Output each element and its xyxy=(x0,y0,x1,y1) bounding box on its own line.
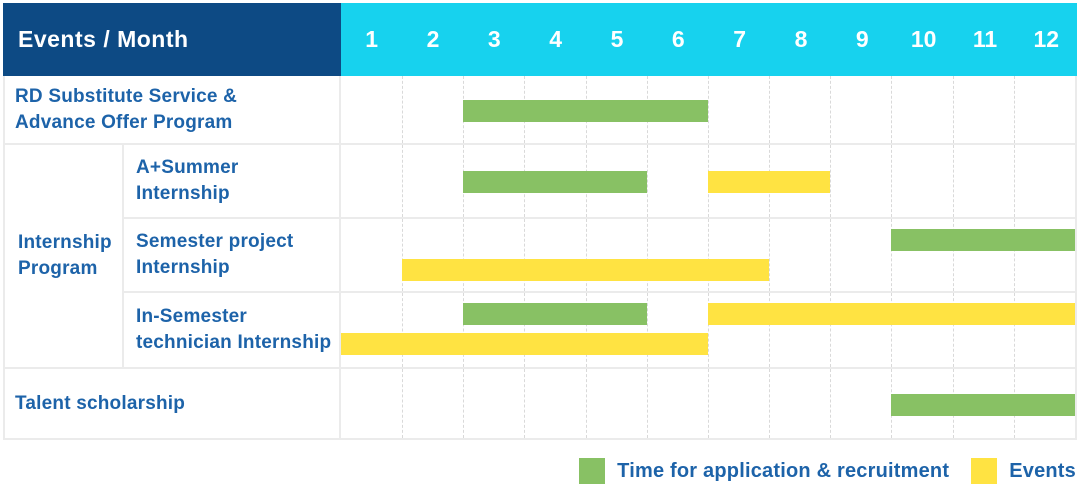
month-gridline xyxy=(646,145,648,217)
chart-row xyxy=(341,145,1077,219)
row-label-line: RD Substitute Service & xyxy=(15,85,238,107)
row-label: RD Substitute Service & Advance Offer Pro… xyxy=(3,76,341,145)
month-gridline xyxy=(524,369,526,438)
month-gridline xyxy=(646,293,648,367)
gantt-bar-green-m3-m6 xyxy=(463,99,708,122)
month-header-1: 1 xyxy=(341,3,403,76)
month-gridline xyxy=(769,369,771,438)
legend: Time for application & recruitment Events xyxy=(579,458,1076,484)
month-header-11: 11 xyxy=(954,3,1016,76)
month-gridline xyxy=(524,219,526,291)
month-gridline xyxy=(952,76,954,143)
month-gridline xyxy=(769,76,771,143)
month-gridline xyxy=(585,369,587,438)
gantt-bar-green-m3-m5 xyxy=(463,171,647,193)
month-gridline xyxy=(952,293,954,367)
month-gridline xyxy=(707,76,709,143)
month-gridline xyxy=(830,293,832,367)
month-gridline xyxy=(402,145,404,217)
gantt-bar-yellow-m1-m6 xyxy=(341,333,708,355)
month-gridline xyxy=(402,293,404,367)
month-gridline xyxy=(891,293,893,367)
month-header-4: 4 xyxy=(524,3,587,76)
month-header-10: 10 xyxy=(892,3,955,76)
row-label: Talent scholarship xyxy=(3,369,341,440)
row-label: In-Semester technician Internship xyxy=(124,293,341,369)
gantt-bar-yellow-m2-m7 xyxy=(402,259,770,281)
row-label: Semester project Internship xyxy=(124,219,341,293)
month-gridline xyxy=(402,369,404,438)
month-gridline xyxy=(524,293,526,367)
month-gridline xyxy=(402,76,404,143)
legend-swatch-green xyxy=(579,458,606,484)
month-gridline xyxy=(769,293,771,367)
month-gridline xyxy=(1013,76,1015,143)
row-label-line: technician Internship xyxy=(136,332,332,353)
month-gridline xyxy=(646,369,648,438)
row-label-line: Talent scholarship xyxy=(15,392,186,414)
legend-item-green: Time for application & recruitment xyxy=(579,458,949,484)
row-label-line: Internship xyxy=(136,257,230,278)
month-gridline xyxy=(830,219,832,291)
gantt-bar-green-m3-m5 xyxy=(463,303,647,325)
month-gridline xyxy=(769,219,771,291)
gantt-bar-yellow-m7-m12 xyxy=(707,303,1075,325)
legend-item-yellow: Events xyxy=(971,458,1076,484)
month-gridline xyxy=(463,369,465,438)
month-gridline xyxy=(891,219,893,291)
gantt-bar-green-m10-m12 xyxy=(891,393,1075,416)
month-gridline xyxy=(463,293,465,367)
row-label-line: In-Semester xyxy=(136,306,247,327)
month-gridline xyxy=(1013,293,1015,367)
month-gridline xyxy=(830,145,832,217)
row-label: A+Summer Internship xyxy=(124,145,341,219)
month-header-8: 8 xyxy=(770,3,832,76)
row-label-line: Semester project xyxy=(136,231,294,252)
month-header-6: 6 xyxy=(647,3,709,76)
group-label-line: Program xyxy=(18,258,98,279)
chart-row xyxy=(341,293,1077,369)
group-label-line: Internship xyxy=(18,232,112,253)
legend-swatch-yellow xyxy=(971,458,998,484)
month-header-5: 5 xyxy=(586,3,648,76)
month-gridline xyxy=(707,293,709,367)
month-gridline xyxy=(830,369,832,438)
row-label-line: Advance Offer Program xyxy=(15,111,233,133)
month-gridline xyxy=(891,76,893,143)
legend-label-yellow: Events xyxy=(1009,459,1076,482)
gantt-bar-green-m10-m12 xyxy=(891,229,1075,251)
month-gridline xyxy=(585,219,587,291)
month-gridline xyxy=(463,219,465,291)
month-header-7: 7 xyxy=(708,3,771,76)
month-gridline xyxy=(891,145,893,217)
events-month-header: Events / Month xyxy=(3,3,341,76)
month-gridline xyxy=(585,293,587,367)
month-gridline xyxy=(1013,145,1015,217)
month-gridline xyxy=(402,219,404,291)
month-gridline xyxy=(646,219,648,291)
row-label-line: A+Summer xyxy=(136,157,239,178)
month-gridline xyxy=(952,219,954,291)
month-header-3: 3 xyxy=(463,3,525,76)
month-gridline xyxy=(1013,219,1015,291)
gantt-bar-yellow-m7-m8 xyxy=(707,171,831,193)
month-header-9: 9 xyxy=(831,3,893,76)
row-label-line: Internship xyxy=(136,183,230,204)
chart-row xyxy=(341,369,1077,440)
group-label: Internship Program xyxy=(3,145,124,369)
month-gridline xyxy=(830,76,832,143)
gantt-table: Events / Month 1 2 3 4 5 6 7 8 9 10 11 12 RD Substit… xyxy=(3,3,1077,440)
month-gridline xyxy=(707,219,709,291)
month-header-2: 2 xyxy=(402,3,464,76)
chart-row xyxy=(341,219,1077,293)
month-header-12: 12 xyxy=(1015,3,1077,76)
month-gridline xyxy=(707,369,709,438)
month-gridline xyxy=(952,145,954,217)
chart-row xyxy=(341,76,1077,145)
legend-label-green: Time for application & recruitment xyxy=(617,459,950,482)
